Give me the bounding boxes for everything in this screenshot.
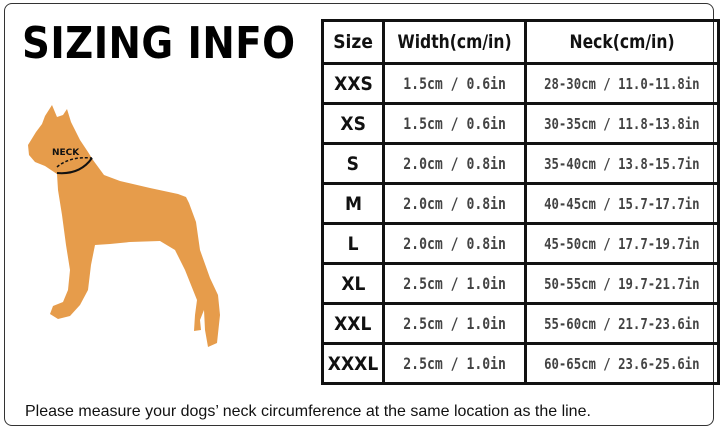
size-cell: XXXL	[320, 342, 386, 385]
table-row: XL 2.5cm / 1.0in 50-55cm / 19.7-21.7in	[320, 262, 720, 305]
neck-cell: 45-50cm / 17.7-19.7in	[524, 222, 720, 265]
width-cell: 2.0cm / 0.8in	[382, 222, 528, 265]
width-cell: 1.5cm / 0.6in	[382, 102, 528, 145]
neck-line-dashed	[56, 156, 93, 168]
size-cell: XXL	[320, 302, 386, 345]
size-cell: L	[320, 222, 386, 265]
table-row: XXL 2.5cm / 1.0in 55-60cm / 21.7-23.6in	[320, 302, 720, 345]
header-size: Size	[320, 19, 386, 65]
dog-silhouette	[28, 105, 220, 347]
width-cell: 2.5cm / 1.0in	[382, 262, 528, 305]
neck-cell: 35-40cm / 13.8-15.7in	[524, 142, 720, 185]
table-row: L 2.0cm / 0.8in 45-50cm / 17.7-19.7in	[320, 222, 720, 265]
width-cell: 1.5cm / 0.6in	[382, 62, 528, 105]
neck-label: NECK	[52, 148, 80, 158]
width-cell: 2.0cm / 0.8in	[382, 142, 528, 185]
size-cell: XXS	[320, 62, 386, 105]
dog-illustration: NECK	[28, 105, 220, 347]
neck-cell: 55-60cm / 21.7-23.6in	[524, 302, 720, 345]
size-cell: XS	[320, 102, 386, 145]
table-row: M 2.0cm / 0.8in 40-45cm / 15.7-17.7in	[320, 182, 720, 225]
size-cell: M	[320, 182, 386, 225]
width-cell: 2.5cm / 1.0in	[382, 342, 528, 385]
neck-cell: 60-65cm / 23.6-25.6in	[524, 342, 720, 385]
table-row: S 2.0cm / 0.8in 35-40cm / 13.8-15.7in	[320, 142, 720, 185]
table-row: XXXL 2.5cm / 1.0in 60-65cm / 23.6-25.6in	[320, 342, 720, 385]
table-row: XS 1.5cm / 0.6in 30-35cm / 11.8-13.8in	[320, 102, 720, 145]
size-cell: S	[320, 142, 386, 185]
header-neck: Neck(cm/in)	[524, 19, 720, 65]
width-cell: 2.5cm / 1.0in	[382, 302, 528, 345]
header-width: Width(cm/in)	[382, 19, 528, 65]
size-table: Size Width(cm/in) Neck(cm/in) XXS 1.5cm /…	[320, 19, 720, 385]
neck-cell: 40-45cm / 15.7-17.7in	[524, 182, 720, 225]
page-title: SIZING INFO	[22, 18, 296, 69]
neck-cell: 50-55cm / 19.7-21.7in	[524, 262, 720, 305]
table-row: XXS 1.5cm / 0.6in 28-30cm / 11.0-11.8in	[320, 62, 720, 105]
neck-cell: 30-35cm / 11.8-13.8in	[524, 102, 720, 145]
neck-cell: 28-30cm / 11.0-11.8in	[524, 62, 720, 105]
width-cell: 2.0cm / 0.8in	[382, 182, 528, 225]
measurement-note: Please measure your dogs’ neck circumfer…	[25, 403, 591, 420]
size-cell: XL	[320, 262, 386, 305]
table-header-row: Size Width(cm/in) Neck(cm/in)	[320, 19, 720, 65]
neck-line	[56, 157, 93, 175]
